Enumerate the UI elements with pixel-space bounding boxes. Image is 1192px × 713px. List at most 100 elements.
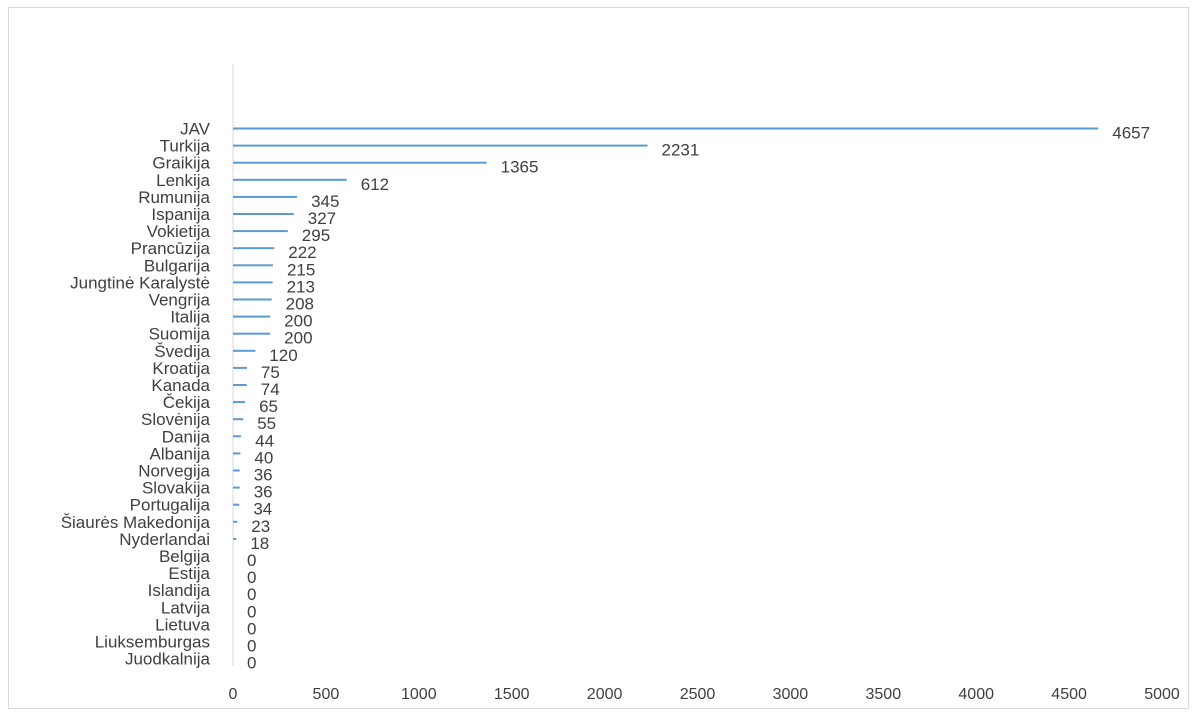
- value-label: 74: [261, 380, 280, 399]
- bar: [233, 332, 271, 335]
- value-labels: 4657223113656123453272952222152132082002…: [247, 124, 1150, 673]
- x-tick-label: 500: [313, 686, 340, 703]
- category-label: Latvija: [161, 598, 211, 617]
- category-label: Kroatija: [152, 359, 210, 378]
- bar: [233, 315, 271, 318]
- value-label: 55: [257, 414, 276, 433]
- category-label: Vokietija: [147, 222, 211, 241]
- x-tick-label: 2000: [587, 686, 623, 703]
- value-label: 36: [254, 466, 273, 485]
- bar: [233, 384, 247, 386]
- value-label: 40: [254, 448, 273, 467]
- x-tick-label: 1500: [494, 686, 530, 703]
- bar: [233, 469, 240, 472]
- bar: [233, 503, 240, 506]
- x-axis-ticks: 0 500 1000 1500 2000 2500 3000 3500 4000 4500 5000: [229, 686, 1180, 703]
- bar: [233, 161, 487, 164]
- value-label: 36: [254, 483, 273, 502]
- category-label: Lietuva: [155, 615, 210, 634]
- category-label: Liuksemburgas: [95, 633, 210, 652]
- category-label: Kanada: [151, 376, 210, 395]
- value-label: 0: [247, 585, 256, 604]
- category-label: Bulgarija: [144, 256, 211, 275]
- x-tick-label: 3500: [866, 686, 902, 703]
- category-label: Šiaurės Makedonija: [61, 513, 211, 532]
- bar: [233, 486, 240, 489]
- value-label: 23: [251, 517, 270, 536]
- category-label: Švedija: [154, 342, 210, 361]
- bar: [233, 144, 648, 147]
- value-label: 612: [361, 175, 389, 194]
- value-label: 4657: [1112, 124, 1150, 143]
- value-label: 327: [308, 209, 336, 228]
- value-label: 200: [284, 312, 312, 331]
- category-label: Slovėnija: [141, 410, 211, 429]
- bar: [233, 401, 246, 404]
- value-label: 2231: [662, 141, 700, 160]
- category-label: Slovakija: [142, 479, 211, 498]
- category-label: Jungtinė Karalystė: [70, 273, 210, 292]
- x-tick-label: 1000: [401, 686, 437, 703]
- bar: [233, 264, 273, 267]
- bar: [233, 435, 242, 438]
- category-label: Suomija: [149, 325, 211, 344]
- value-label: 0: [247, 654, 256, 673]
- bar: [233, 213, 294, 215]
- x-tick-label: 3000: [773, 686, 809, 703]
- bar: [233, 195, 298, 198]
- category-labels: JAVTurkijaGraikijaLenkijaRumunijaIspanij…: [61, 120, 211, 669]
- category-label: Graikija: [152, 154, 210, 173]
- value-label: 0: [247, 568, 256, 587]
- value-label: 222: [288, 243, 316, 262]
- value-label: 75: [261, 363, 280, 382]
- bar: [233, 366, 247, 369]
- category-label: Italija: [170, 308, 210, 327]
- x-tick-label: 0: [229, 686, 238, 703]
- category-label: Ispanija: [151, 205, 210, 224]
- bar: [233, 230, 288, 233]
- value-label: 0: [247, 551, 256, 570]
- bar: [233, 349, 256, 352]
- category-label: Turkija: [160, 137, 211, 156]
- value-label: 295: [302, 226, 330, 245]
- value-label: 0: [247, 637, 256, 656]
- category-label: Prancūzija: [131, 239, 211, 258]
- category-label: Lenkija: [156, 171, 210, 190]
- bar: [233, 247, 275, 250]
- value-label: 34: [253, 500, 272, 519]
- category-label: Islandija: [148, 581, 211, 600]
- value-label: 200: [284, 329, 312, 348]
- category-label: Nyderlandai: [119, 530, 210, 549]
- category-label: Norvegija: [138, 462, 210, 481]
- value-label: 213: [287, 277, 315, 296]
- category-label: Vengrija: [149, 291, 211, 310]
- value-label: 0: [247, 602, 256, 621]
- category-label: Portugalija: [130, 496, 211, 515]
- value-label: 208: [286, 295, 314, 314]
- bar: [233, 452, 241, 455]
- bar: [233, 178, 347, 181]
- category-label: Belgija: [159, 547, 211, 566]
- category-label: Čekija: [163, 393, 211, 412]
- bar: [233, 520, 238, 523]
- bars: [233, 127, 1099, 540]
- bar: [233, 298, 272, 301]
- category-label: JAV: [180, 120, 211, 139]
- bar: [233, 418, 244, 421]
- x-tick-label: 2500: [680, 686, 716, 703]
- value-label: 1365: [501, 158, 539, 177]
- category-label: Estija: [168, 564, 210, 583]
- x-tick-label: 5000: [1144, 686, 1180, 703]
- value-label: 215: [287, 260, 315, 279]
- value-label: 44: [255, 431, 274, 450]
- value-label: 345: [311, 192, 339, 211]
- category-label: Juodkalnija: [125, 650, 211, 669]
- bar: [233, 281, 273, 284]
- value-label: 0: [247, 619, 256, 638]
- bar: [233, 127, 1099, 130]
- category-label: Danija: [162, 427, 211, 446]
- chart-frame: [8, 7, 1189, 709]
- value-label: 65: [259, 397, 278, 416]
- x-tick-label: 4000: [958, 686, 994, 703]
